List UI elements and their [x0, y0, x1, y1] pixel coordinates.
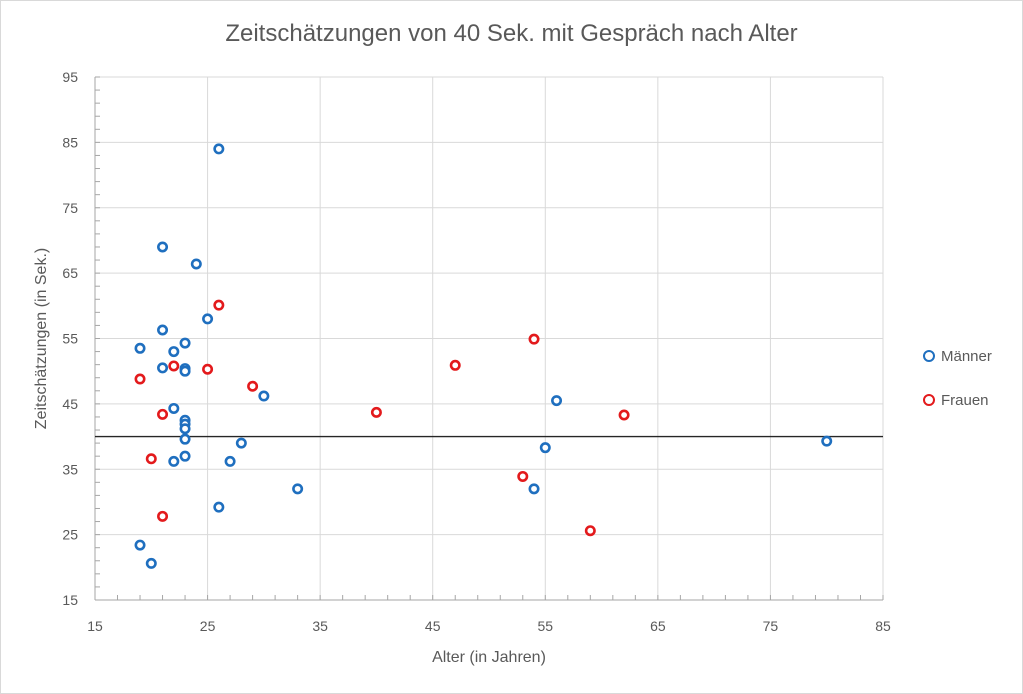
data-point-maenner [157, 241, 169, 253]
data-point-maenner [179, 337, 191, 349]
y-tick-label: 15 [62, 592, 78, 608]
data-point-frauen [247, 380, 259, 392]
axes: 15 25 35 45 55 65 75 85 95 15 25 35 45 55 65 75 85 [62, 69, 891, 634]
legend-label: Frauen [941, 391, 989, 409]
data-point-maenner [168, 402, 180, 414]
data-point-frauen [134, 373, 146, 385]
y-tick-label: 65 [62, 265, 78, 281]
data-point-maenner [551, 395, 563, 407]
x-tick-label: 35 [312, 618, 328, 634]
y-tick-label: 85 [62, 134, 78, 150]
data-point-frauen [145, 453, 157, 465]
legend-label: Männer [941, 347, 992, 365]
x-tick-label: 25 [200, 618, 216, 634]
x-axis-label: Alter (in Jahren) [432, 649, 546, 666]
y-tick-label: 75 [62, 200, 78, 216]
data-point-maenner [157, 324, 169, 336]
legend-marker-icon [923, 394, 935, 406]
data-point-maenner [258, 390, 270, 402]
legend: Männer Frauen [923, 345, 992, 411]
x-tick-label: 15 [87, 618, 103, 634]
data-point-maenner [179, 450, 191, 462]
data-point-frauen [202, 363, 214, 375]
data-point-maenner [168, 455, 180, 467]
data-point-frauen [528, 333, 540, 345]
data-point-maenner [202, 313, 214, 325]
legend-marker-icon [923, 350, 935, 362]
data-point-maenner [213, 501, 225, 513]
data-point-maenner [224, 455, 236, 467]
data-point-maenner [179, 365, 191, 377]
data-point-maenner [292, 483, 304, 495]
data-point-frauen [168, 360, 180, 372]
data-point-maenner [179, 423, 191, 435]
data-point-maenner [134, 539, 146, 551]
x-tick-label: 55 [537, 618, 553, 634]
grid [95, 76, 884, 600]
data-point-frauen [370, 406, 382, 418]
y-tick-label: 35 [62, 461, 78, 477]
data-point-maenner [134, 342, 146, 354]
data-point-maenner [235, 437, 247, 449]
data-point-maenner [168, 346, 180, 358]
data-point-frauen [157, 510, 169, 522]
y-tick-label: 25 [62, 527, 78, 543]
data-point-frauen [449, 359, 461, 371]
data-point-frauen [213, 299, 225, 311]
y-tick-label: 45 [62, 396, 78, 412]
data-point-maenner [528, 483, 540, 495]
x-tick-label: 85 [875, 618, 891, 634]
data-point-maenner [539, 442, 551, 454]
x-tick-label: 65 [650, 618, 666, 634]
data-point-maenner [213, 143, 225, 155]
y-tick-label: 95 [62, 69, 78, 85]
data-point-frauen [157, 408, 169, 420]
legend-item-maenner: Männer [923, 345, 992, 367]
data-point-maenner [190, 258, 202, 270]
data-point-maenner [179, 433, 191, 445]
data-point-maenner [157, 362, 169, 374]
y-axis-label: Zeitschätzungen (in Sek.) [33, 248, 50, 429]
x-tick-label: 75 [763, 618, 779, 634]
data-point-frauen [584, 525, 596, 537]
chart-title: Zeitschätzungen von 40 Sek. mit Gespräch… [225, 20, 798, 47]
data-point-maenner [821, 435, 833, 447]
y-tick-label: 55 [62, 331, 78, 347]
data-point-maenner [145, 557, 157, 569]
data-points [134, 143, 833, 569]
x-tick-label: 45 [425, 618, 441, 634]
data-point-frauen [618, 409, 630, 421]
data-point-frauen [517, 470, 529, 482]
legend-item-frauen: Frauen [923, 389, 992, 411]
